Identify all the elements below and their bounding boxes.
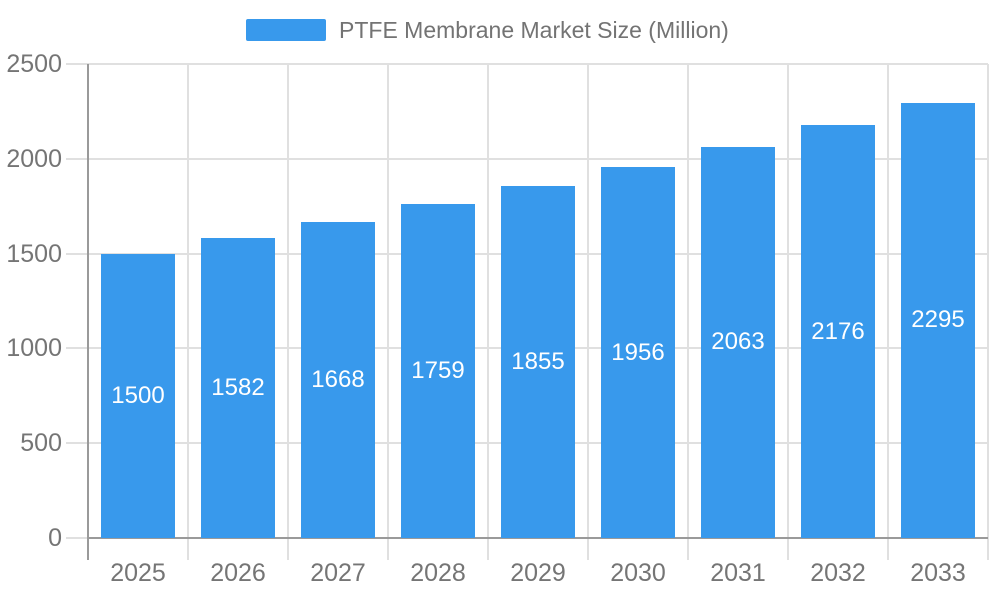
y-axis-label-2500: 2500 xyxy=(6,50,62,78)
y-axis-line xyxy=(87,64,89,560)
bar-value-label: 2063 xyxy=(711,328,765,356)
bar-value-label: 1582 xyxy=(211,374,265,402)
y-gridline xyxy=(66,157,988,160)
x-gridline xyxy=(687,64,689,560)
y-gridline xyxy=(66,63,988,65)
x-gridline xyxy=(887,64,889,560)
bar-value-label: 1668 xyxy=(311,365,365,393)
bar-value-label: 1855 xyxy=(511,348,565,376)
bar-value-label: 2176 xyxy=(811,317,865,345)
x-gridline xyxy=(587,64,589,560)
x-axis-label-2026: 2026 xyxy=(210,559,266,587)
x-gridline xyxy=(387,64,389,560)
x-axis-label-2032: 2032 xyxy=(810,559,866,587)
x-gridline xyxy=(487,64,489,560)
bar-value-label: 1956 xyxy=(611,338,665,366)
x-gridline xyxy=(787,64,789,560)
x-gridline xyxy=(187,64,189,560)
x-gridline xyxy=(287,64,289,560)
y-axis-label-1000: 1000 xyxy=(6,334,62,363)
bar-value-label: 1759 xyxy=(411,357,465,385)
x-axis-label-2029: 2029 xyxy=(510,559,566,587)
x-axis-label-2030: 2030 xyxy=(610,559,666,587)
bar-2026[interactable]: 1582 xyxy=(201,238,275,538)
legend-label: PTFE Membrane Market Size (Million) xyxy=(339,16,729,43)
x-axis-label-2025: 2025 xyxy=(110,559,166,587)
y-axis-label-500: 500 xyxy=(20,429,62,458)
bar-2025[interactable]: 1500 xyxy=(101,253,175,538)
y-axis-label-1500: 1500 xyxy=(6,239,62,268)
bar-2032[interactable]: 2176 xyxy=(801,125,875,538)
x-axis-label-2033: 2033 xyxy=(910,559,966,587)
bar-2031[interactable]: 2063 xyxy=(701,146,775,538)
y-axis-label-2000: 2000 xyxy=(6,144,62,173)
bar-2033[interactable]: 2295 xyxy=(901,102,975,538)
bar-2028[interactable]: 1759 xyxy=(401,204,475,538)
x-axis-label-2027: 2027 xyxy=(310,559,366,587)
bar-value-label: 2295 xyxy=(911,306,965,334)
x-gridline xyxy=(987,64,989,560)
x-axis-line xyxy=(88,537,988,539)
bar-2027[interactable]: 1668 xyxy=(301,221,375,538)
bar-2030[interactable]: 1956 xyxy=(601,167,675,538)
legend[interactable]: PTFE Membrane Market Size (Million) xyxy=(246,12,729,48)
legend-swatch-icon xyxy=(246,19,326,41)
y-axis-label-0: 0 xyxy=(48,524,62,552)
bar-2029[interactable]: 1855 xyxy=(501,186,575,538)
x-axis-label-2028: 2028 xyxy=(410,559,466,587)
bar-value-label: 1500 xyxy=(111,381,165,409)
x-axis-label-2031: 2031 xyxy=(710,559,766,587)
